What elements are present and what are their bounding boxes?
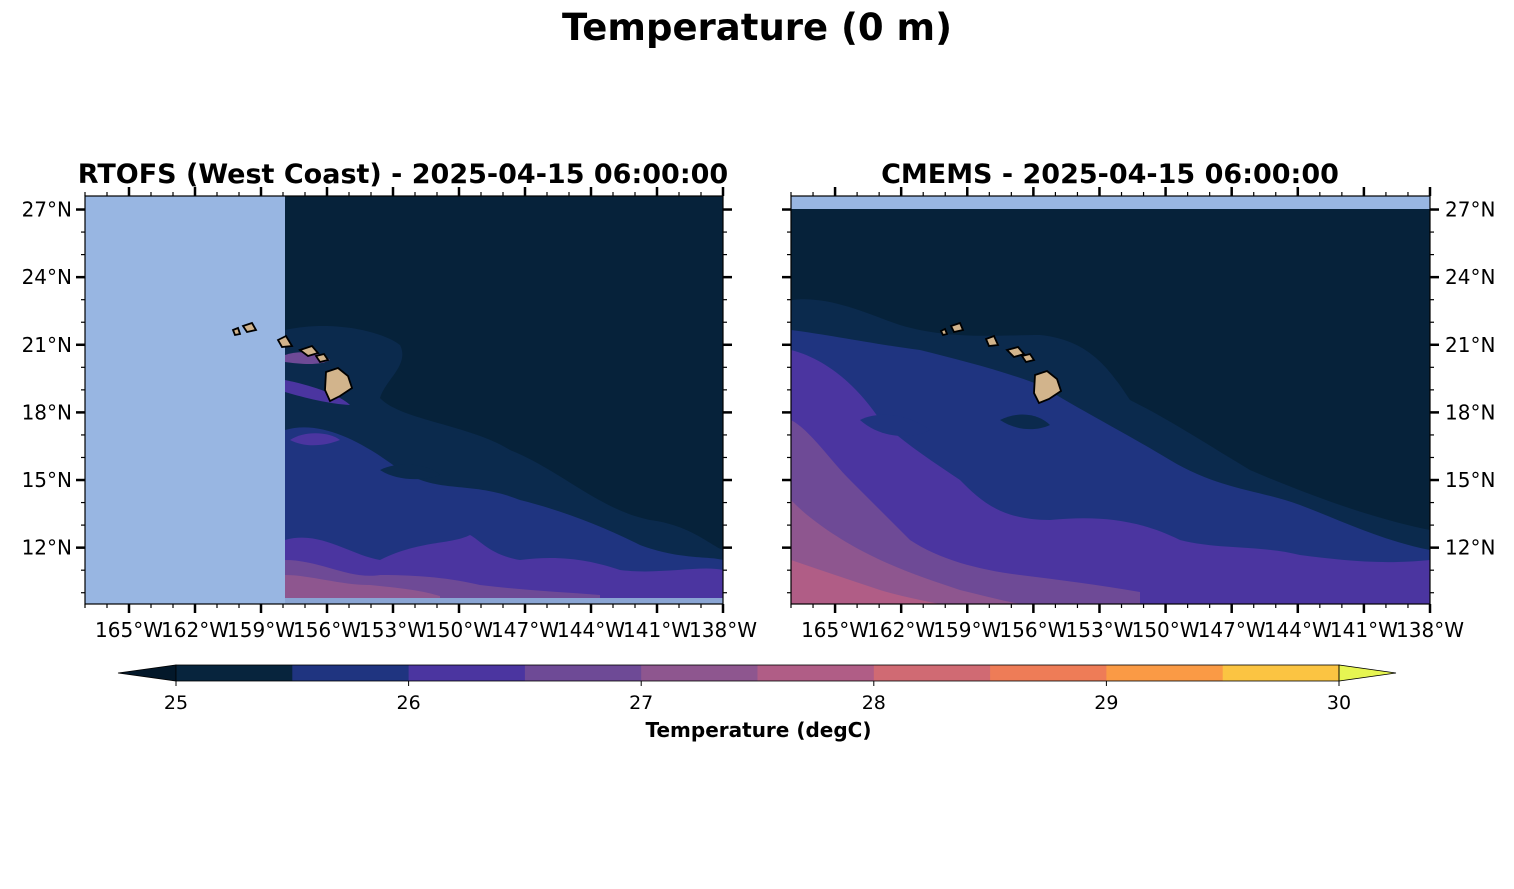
lon-tick-label: 144°W: [1264, 618, 1332, 642]
colorbar-frame: [175, 664, 1340, 682]
temperature-field-cmems: [791, 196, 1430, 604]
lat-tick-label: 27°N: [1445, 198, 1495, 222]
land-islands: [939, 321, 1063, 405]
colorbar-tick-label: 30: [1327, 692, 1351, 714]
colorbar-label: Temperature (degC): [646, 718, 872, 742]
lat-tick-label: 12°N: [22, 536, 72, 560]
colorbar-bin: [641, 665, 758, 681]
lon-tick-label: 147°W: [491, 618, 559, 642]
panel-title-rtofs: RTOFS (West Coast) - 2025-04-15 06:00:00: [77, 159, 729, 190]
map-panel-rtofs: [84, 195, 724, 605]
colorbar-bin: [1222, 665, 1340, 681]
lon-tick-label: 159°W: [933, 618, 1001, 642]
colorbar-bin: [990, 665, 1107, 681]
colorbar-tick-label: 26: [397, 692, 421, 714]
panel-title-cmems: CMEMS - 2025-04-15 06:00:00: [881, 159, 1339, 190]
colorbar-under-extend: [117, 664, 177, 682]
lat-tick-label: 15°N: [22, 468, 72, 492]
lon-tick-label: 150°W: [1132, 618, 1200, 642]
map-panel-cmems: [790, 195, 1431, 605]
colorbar-bin: [757, 665, 875, 681]
lon-tick-label: 153°W: [1066, 618, 1134, 642]
lon-tick-label: 138°W: [689, 618, 757, 642]
lon-tick-label: 144°W: [557, 618, 625, 642]
lat-tick-label: 21°N: [22, 333, 72, 357]
lon-tick-label: 162°W: [161, 618, 229, 642]
colorbar-tick-label: 25: [164, 692, 188, 714]
colorbar-bin: [292, 665, 410, 681]
map-frame: [84, 195, 724, 605]
land-islands: [231, 321, 354, 403]
colorbar-tick-label: 29: [1094, 692, 1118, 714]
colorbar-tick-label: 28: [862, 692, 886, 714]
lat-tick-label: 21°N: [1445, 333, 1495, 357]
colorbar-bin: [176, 665, 293, 681]
lon-tick-label: 138°W: [1396, 618, 1464, 642]
lon-tick-label: 165°W: [801, 618, 869, 642]
figure-title: Temperature (0 m): [561, 6, 953, 49]
lon-tick-label: 162°W: [867, 618, 935, 642]
lon-tick-label: 165°W: [95, 618, 163, 642]
colorbar-bin: [1106, 665, 1224, 681]
lon-tick-label: 147°W: [1198, 618, 1266, 642]
lat-tick-label: 27°N: [22, 198, 72, 222]
lat-tick-label: 12°N: [1445, 536, 1495, 560]
colorbar: 25 26 27 28 29 30 Temperature (degC): [117, 664, 1397, 742]
colorbar-bin: [408, 665, 526, 681]
lat-tick-label: 15°N: [1445, 468, 1495, 492]
map-frame: [790, 195, 1431, 605]
lon-tick-label: 141°W: [623, 618, 691, 642]
lat-tick-label: 18°N: [1445, 400, 1495, 424]
lat-tick-label: 18°N: [22, 400, 72, 424]
lat-tick-label: 24°N: [1445, 265, 1495, 289]
lon-tick-label: 153°W: [359, 618, 427, 642]
colorbar-bin: [524, 665, 642, 681]
lon-tick-label: 156°W: [999, 618, 1067, 642]
colorbar-tick-label: 27: [629, 692, 653, 714]
axes: 165°W162°W159°W156°W153°W150°W147°W144°W…: [22, 187, 1495, 642]
colorbar-over-extend: [1338, 664, 1397, 682]
lon-tick-label: 156°W: [293, 618, 361, 642]
temperature-field-rtofs: [285, 196, 723, 604]
lat-tick-label: 24°N: [22, 265, 72, 289]
lon-tick-label: 150°W: [425, 618, 493, 642]
lon-tick-label: 159°W: [227, 618, 295, 642]
lon-tick-label: 141°W: [1330, 618, 1398, 642]
colorbar-bin: [873, 665, 991, 681]
